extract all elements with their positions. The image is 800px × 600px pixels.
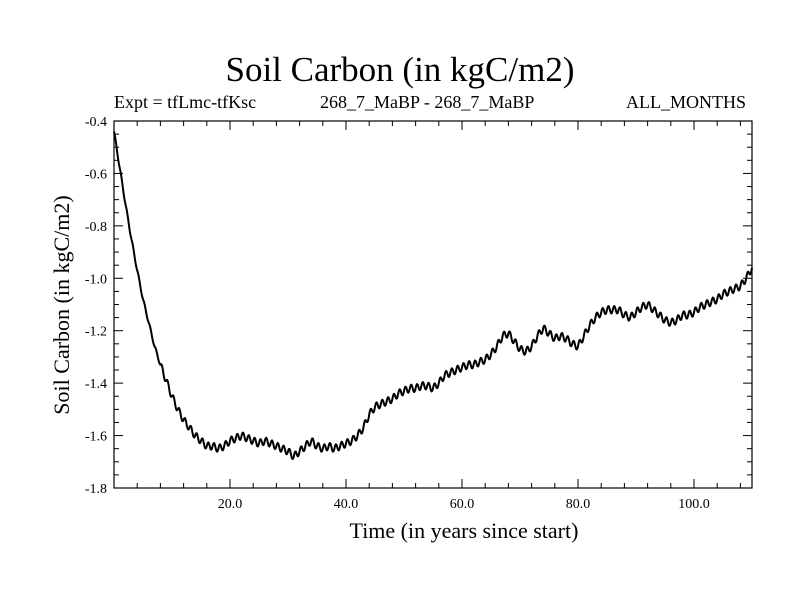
- experiment-label: Expt = tfLmc-tfKsc: [114, 92, 257, 112]
- x-tick-label: 60.0: [450, 497, 475, 512]
- y-tick-label: -1.2: [85, 325, 107, 340]
- y-tick-label: -1.8: [85, 482, 107, 497]
- axis-ticks: [114, 120, 752, 489]
- x-tick-label: 40.0: [334, 497, 359, 512]
- soil-carbon-line: [113, 131, 753, 460]
- x-tick-label: 100.0: [678, 497, 710, 512]
- y-tick-label: -0.8: [85, 220, 107, 235]
- chart-title: Soil Carbon (in kgC/m2): [225, 50, 575, 89]
- y-tick-label: -0.6: [85, 167, 107, 182]
- y-tick-label: -1.0: [85, 272, 107, 287]
- y-tick-label: -1.6: [85, 430, 107, 445]
- tick-labels: 20.0 40.0 60.0 80.0 100.0 -1.8 -1.6 -1.4 -1.2 -1.…: [85, 115, 710, 512]
- x-tick-label: 80.0: [566, 497, 591, 512]
- y-tick-label: -0.4: [85, 115, 107, 130]
- months-label: ALL_MONTHS: [626, 92, 746, 112]
- x-axis-label: Time (in years since start): [349, 518, 579, 543]
- plot-frame: [113, 120, 753, 489]
- period-label: 268_7_MaBP - 268_7_MaBP: [320, 92, 535, 112]
- x-tick-label: 20.0: [218, 497, 243, 512]
- y-tick-label: -1.4: [85, 377, 107, 392]
